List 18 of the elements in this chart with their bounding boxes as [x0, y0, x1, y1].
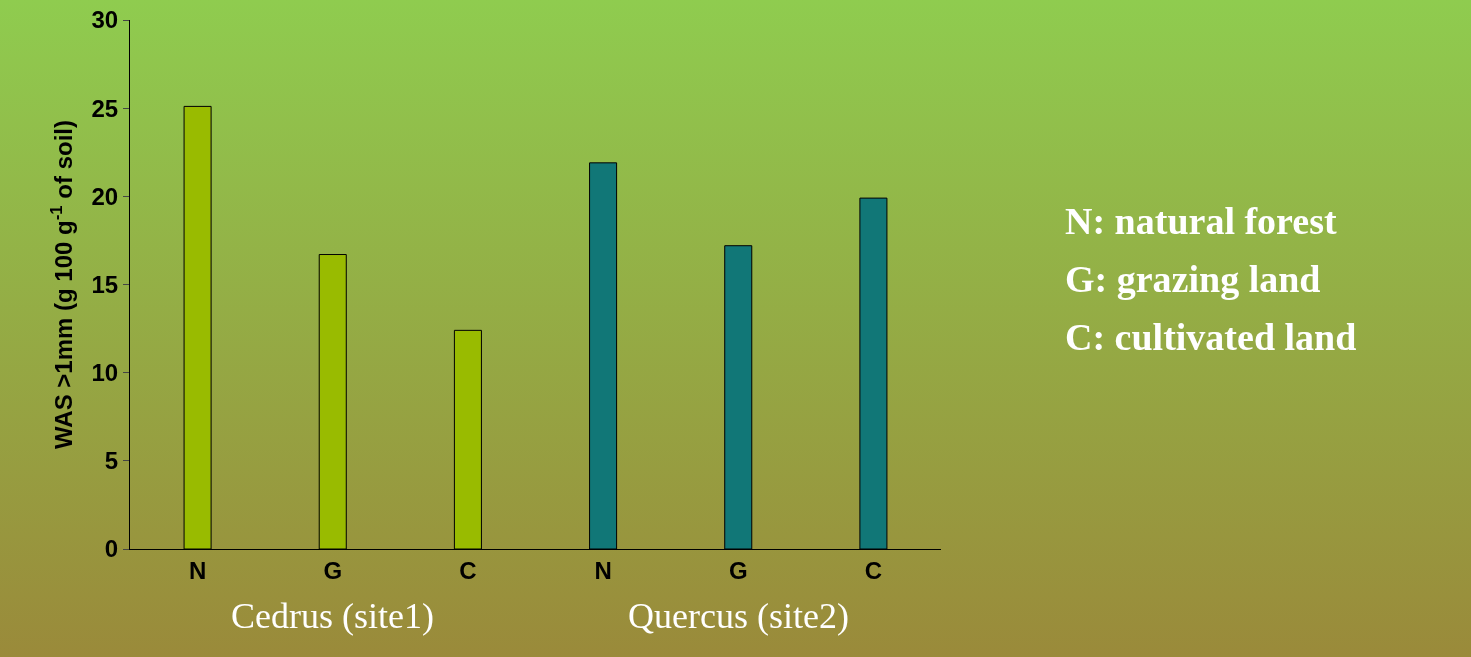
- y-tick-label: 15: [91, 270, 119, 298]
- text: G: grazing land: [1065, 258, 1321, 300]
- x-tick-label: C: [459, 556, 477, 584]
- x-tick-label: N: [594, 556, 612, 584]
- x-tick-label: G: [323, 556, 343, 584]
- x-tick-label: N: [188, 556, 207, 584]
- text: C: cultivated land: [1065, 316, 1357, 358]
- x-tick-label: C: [864, 556, 883, 584]
- y-tick-label: 25: [91, 94, 119, 122]
- x-tick-label: G: [728, 556, 748, 584]
- y-tick-label: 0: [104, 535, 119, 563]
- y-tick-label: 5: [104, 447, 119, 475]
- y-tick-label: 30: [91, 6, 119, 34]
- text: Quercus (site2): [628, 596, 849, 636]
- y-tick-label: 20: [91, 182, 119, 210]
- y-tick-label: 10: [91, 359, 119, 387]
- text: Cedrus (site1): [231, 596, 434, 636]
- text: N: natural forest: [1065, 200, 1337, 242]
